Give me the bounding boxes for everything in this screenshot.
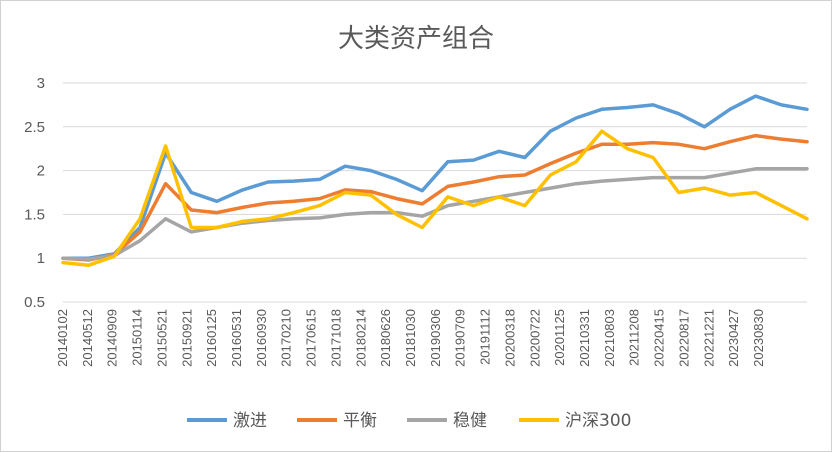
x-tick-label: 20210331 — [577, 309, 592, 367]
y-tick-label: 1 — [37, 250, 45, 267]
x-tick-label: 20220817 — [676, 309, 691, 367]
x-tick-label: 20230830 — [751, 309, 766, 367]
legend-label: 沪深300 — [565, 411, 631, 431]
x-tick-label: 20150114 — [130, 309, 145, 366]
legend-label: 激进 — [233, 411, 267, 431]
x-tick-label: 20211208 — [627, 309, 642, 366]
x-tick-label: 20140512 — [80, 309, 95, 367]
x-tick-label: 20140102 — [55, 309, 70, 367]
legend-label: 平衡 — [343, 411, 377, 431]
x-tick-label: 20150921 — [179, 309, 194, 367]
x-tick-label: 20201125 — [552, 309, 567, 366]
x-tick-label: 20221221 — [701, 309, 716, 367]
chart-title: 大类资产组合 — [338, 24, 494, 54]
x-tick-label: 20220415 — [652, 309, 667, 367]
y-tick-label: 0.5 — [24, 294, 45, 311]
x-tick-label: 20200722 — [527, 309, 542, 367]
y-tick-label: 2 — [37, 163, 45, 180]
x-tick-label: 20191112 — [478, 309, 493, 365]
x-tick-label: 20140909 — [105, 309, 120, 367]
x-tick-label: 20170615 — [304, 309, 319, 367]
y-tick-label: 1.5 — [24, 206, 45, 223]
x-axis-ticks: 20140102 20140512 20140909 20150114 20150521… — [55, 309, 766, 367]
x-tick-label: 20181030 — [403, 309, 418, 367]
x-tick-label: 20150521 — [154, 309, 169, 367]
x-tick-label: 20230427 — [726, 309, 741, 367]
x-tick-label: 20170210 — [279, 309, 294, 367]
y-tick-label: 2.5 — [24, 119, 45, 136]
x-tick-label: 20200318 — [502, 309, 517, 367]
x-tick-label: 20180214 — [353, 309, 368, 367]
legend-label: 稳健 — [453, 411, 487, 431]
series-lines — [61, 94, 809, 267]
x-tick-label: 20160531 — [229, 309, 244, 367]
x-tick-label: 20190709 — [453, 309, 468, 367]
y-axis-ticks: 0.5 1 1.5 2 2.5 3 — [24, 75, 45, 311]
x-tick-label: 20160930 — [254, 309, 269, 367]
x-tick-label: 20210803 — [602, 309, 617, 367]
series-line — [61, 94, 809, 260]
x-tick-label: 20160125 — [204, 309, 219, 367]
legend: 激进 平衡 稳健 沪深300 — [187, 411, 631, 431]
x-tick-label: 20171018 — [328, 309, 343, 367]
x-tick-label: 20190306 — [428, 309, 443, 367]
x-tick-label: 20180626 — [378, 309, 393, 367]
series-line — [61, 133, 809, 262]
y-tick-label: 3 — [37, 75, 45, 92]
series-line — [61, 129, 809, 267]
